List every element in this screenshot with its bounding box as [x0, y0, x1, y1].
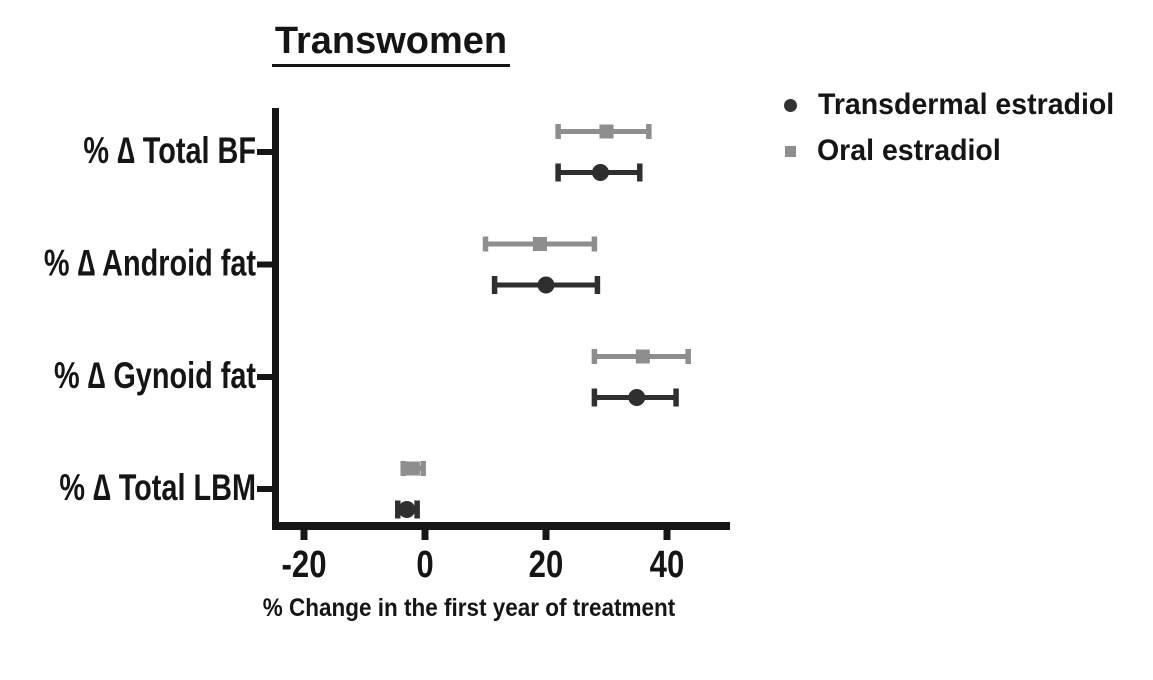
- x-tick: [542, 530, 550, 540]
- category-tick: [257, 261, 272, 268]
- category-tick: [257, 486, 272, 492]
- category-label: % ∆ Total BF: [83, 131, 256, 172]
- x-tick-label: 20: [529, 544, 564, 586]
- x-tick-label: 40: [650, 544, 685, 586]
- x-axis-title: % Change in the first year of treatment: [262, 594, 676, 622]
- category-tick: [257, 374, 272, 380]
- x-tick-label: -20: [281, 544, 326, 586]
- legend-item-oral-estradiol: Oral estradiol: [777, 131, 1130, 171]
- legend-label-oral: Oral estradiol: [817, 134, 1001, 167]
- legend-label-transdermal: Transdermal estradiol: [818, 88, 1115, 121]
- chart-title: Transwomen: [271, 20, 511, 67]
- data-point-marker-circle: [628, 389, 646, 406]
- data-point-marker-circle: [591, 164, 609, 181]
- y-axis-line: [272, 108, 279, 530]
- data-point-marker-circle: [398, 501, 416, 518]
- chart-title-wrap: Transwomen: [191, 20, 591, 67]
- data-point-marker-square: [405, 461, 420, 476]
- legend: Transdermal estradiol Oral estradiol: [777, 85, 1130, 171]
- data-point-marker-square: [599, 124, 614, 139]
- legend-item-transdermal-estradiol: Transdermal estradiol: [777, 85, 1130, 125]
- x-tick-label: 0: [416, 544, 433, 586]
- x-axis-line: [272, 522, 730, 530]
- category-label: % ∆ Android fat: [44, 243, 256, 284]
- data-point-marker-square: [532, 237, 547, 251]
- category-label: % ∆ Gynoid fat: [54, 356, 256, 397]
- data-point-marker-square: [635, 349, 650, 364]
- category-label: % ∆ Total LBM: [59, 468, 256, 509]
- x-tick: [663, 530, 671, 540]
- data-point-marker-circle: [537, 276, 555, 294]
- circle-marker-icon: [784, 98, 797, 112]
- category-tick: [257, 149, 272, 155]
- square-marker-icon: [785, 145, 796, 157]
- x-tick: [300, 530, 308, 540]
- x-tick: [421, 530, 429, 540]
